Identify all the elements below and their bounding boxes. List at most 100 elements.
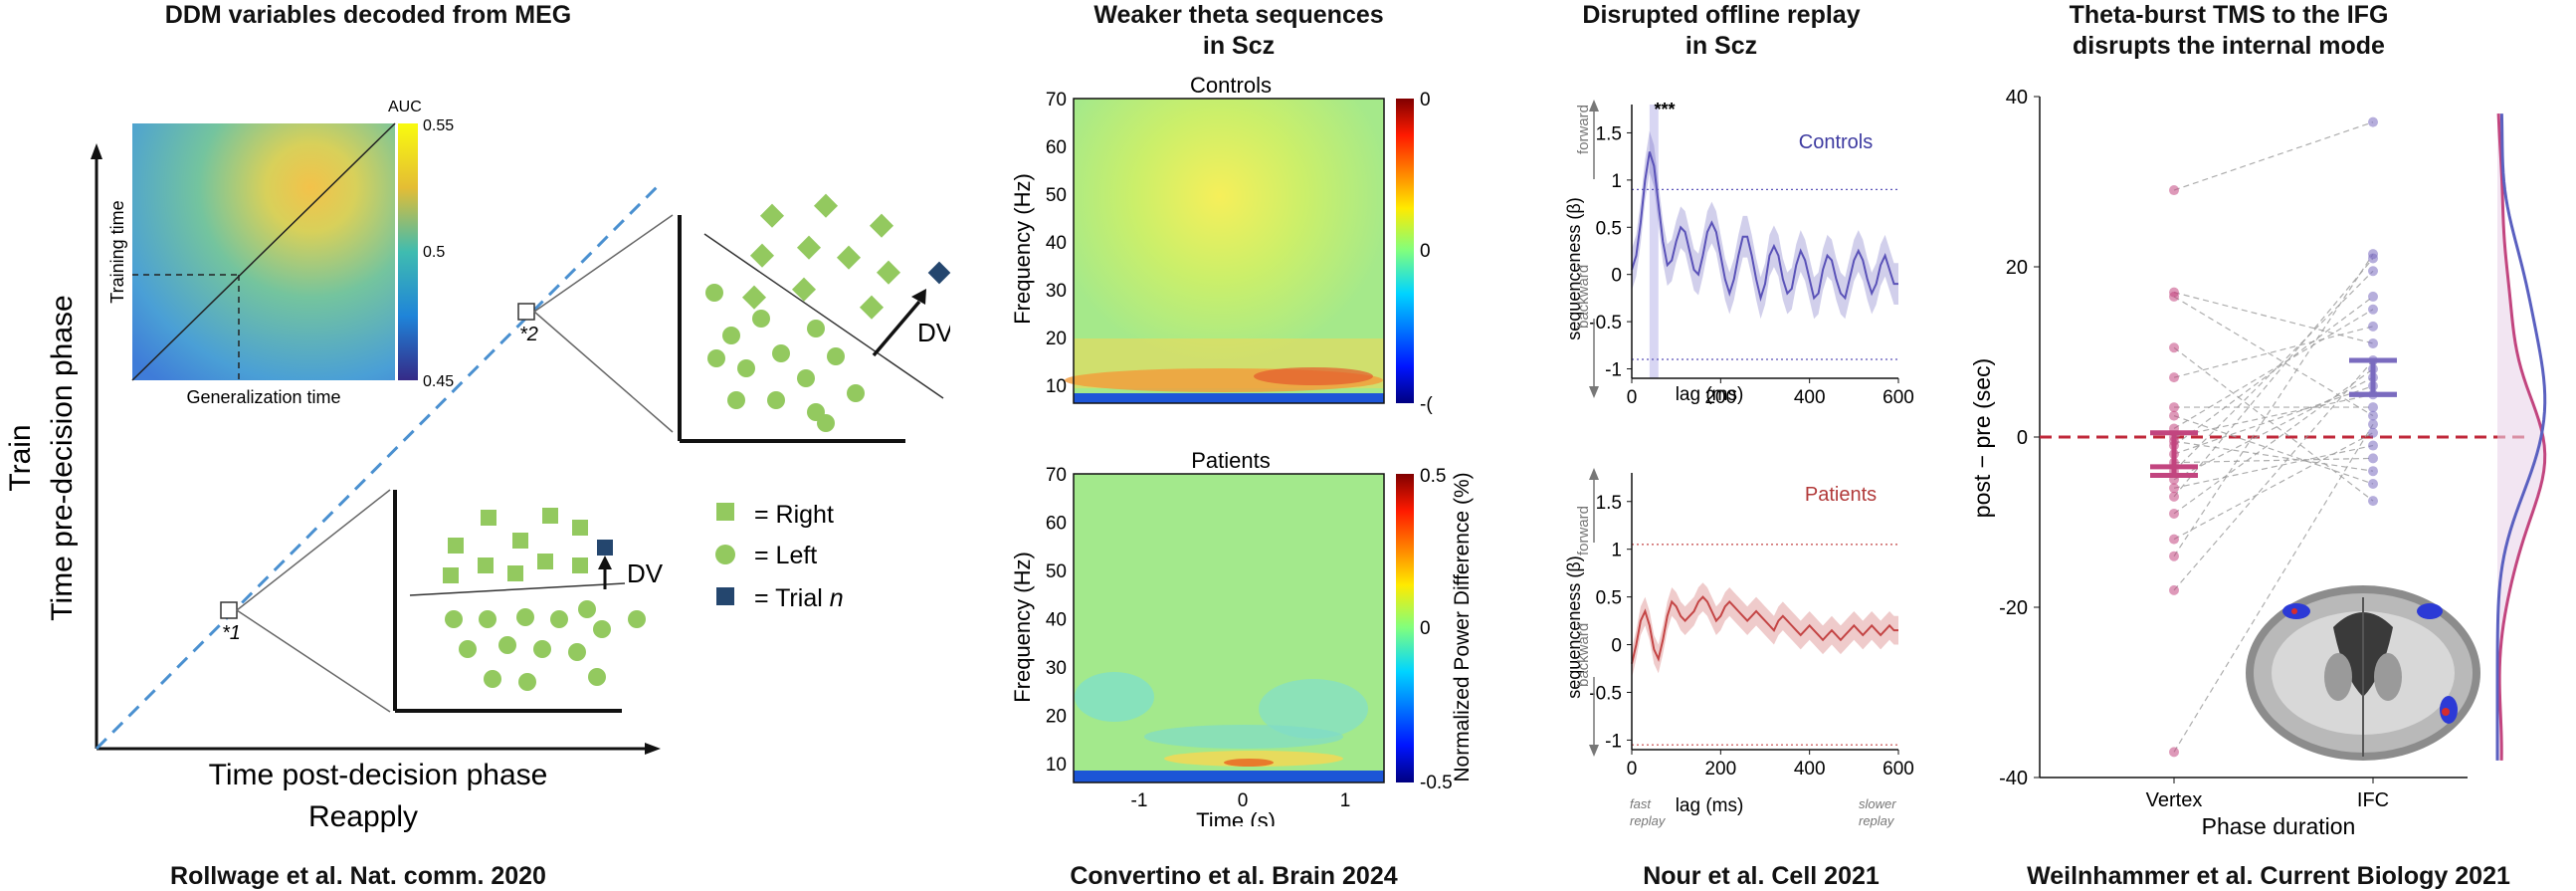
tf-controls-yticks: 70 60 50 40 30 20 10 <box>1046 90 1067 397</box>
tf-patients-ylabel: Frequency (Hz) <box>1010 552 1035 703</box>
ytick-label: 1 <box>1611 541 1622 561</box>
xtick-label: 0 <box>1238 790 1249 811</box>
pair-line <box>2173 346 2374 502</box>
tf-xlabel: Time (s) <box>1196 808 1276 826</box>
marker-box-1 <box>220 601 238 619</box>
pair-line <box>2173 359 2374 591</box>
data-point <box>2368 427 2378 438</box>
pair-line <box>2173 258 2374 498</box>
significance-shade <box>1649 105 1659 378</box>
data-point <box>2368 116 2378 127</box>
legend-circle-icon <box>715 545 735 564</box>
density-vertex <box>2496 113 2547 761</box>
forward-label: forward <box>1575 506 1592 556</box>
forward-label: forward <box>1575 105 1592 154</box>
xtick-label: 200 <box>1704 759 1736 780</box>
auc-tick: 0.45 <box>423 373 454 390</box>
brain-mri-image <box>2246 585 2480 761</box>
xtick-label: 0 <box>1627 759 1638 780</box>
dv-label: DV <box>917 318 954 347</box>
data-point <box>2169 410 2179 421</box>
axis-x-main: Time post-decision phase <box>209 759 548 791</box>
ytick-label: 60 <box>1046 137 1067 158</box>
auc-tick: 0.55 <box>423 117 454 134</box>
data-point <box>2368 496 2378 507</box>
tms-ylabel: post − pre (sec) <box>1969 358 1995 518</box>
series-line <box>1631 151 1898 303</box>
data-point <box>2368 466 2378 477</box>
xtick-label: Vertex <box>2146 789 2203 811</box>
data-point <box>2169 185 2179 196</box>
ytick-label: 40 <box>2006 87 2028 109</box>
replay-figure: 1.510.50-0.5-10 200 400 600 1.510.50-0.5-10… <box>1564 100 1914 828</box>
ytick-label: -40 <box>1999 768 2028 789</box>
cbar-tick: 0 <box>1420 618 1431 639</box>
data-point <box>2368 253 2378 264</box>
pair-line <box>2173 440 2374 472</box>
data-point <box>2169 372 2179 383</box>
pair-line <box>2173 292 2374 344</box>
cbar-tick: -0.5 <box>1420 773 1453 793</box>
pair-line <box>2173 415 2374 485</box>
ytick-label: 0.5 <box>1596 218 1622 239</box>
density-fill <box>2497 113 2545 761</box>
xtick-label: 600 <box>1882 387 1914 408</box>
citation-convertino: Convertino et al. Brain 2024 <box>1070 862 1398 890</box>
ci-band <box>1632 130 1898 320</box>
data-point <box>2368 321 2378 332</box>
cbar-tick: 0 <box>1420 90 1431 111</box>
pair-line <box>2173 423 2374 753</box>
pair-line <box>2173 121 2374 191</box>
heatmap-ylabel: Training time <box>107 200 127 303</box>
cbar-tick: 0.5 <box>1420 466 1446 487</box>
legend-controls: Controls <box>1799 131 1873 153</box>
xtick-label: 400 <box>1794 387 1826 408</box>
pair-line <box>2173 368 2374 515</box>
legend-right: = Right <box>754 501 834 529</box>
ylabel-bot: sequenceness (β) <box>1564 556 1584 698</box>
pair-line <box>2173 326 2374 378</box>
xtick-label: -1 <box>1131 790 1148 811</box>
pair-line <box>2173 376 2374 481</box>
data-point <box>2169 551 2179 561</box>
data-point <box>2368 402 2378 413</box>
ytick-label: 1.5 <box>1596 493 1622 514</box>
tms-xlabel: Phase duration <box>2202 813 2356 839</box>
legend-square-icon <box>716 503 734 521</box>
axis-y-sub: Time pre-decision phase <box>46 295 79 620</box>
data-point <box>2368 440 2378 451</box>
ytick-label: 70 <box>1046 465 1067 486</box>
panel-title-replay: Disrupted offline replay in Scz <box>1582 1 1861 60</box>
ytick-label: -0.5 <box>1589 683 1622 704</box>
ytick-label: 30 <box>1046 658 1067 679</box>
ytick-label: 70 <box>1046 90 1067 111</box>
auc-title: AUC <box>388 99 422 115</box>
slow-replay-label: slower replay <box>1859 796 1896 828</box>
ytick-label: 0 <box>1611 636 1622 657</box>
axis-x-sub: Reapply <box>308 800 418 833</box>
ytick-label: -1 <box>1605 731 1622 752</box>
xtick-label: IFC <box>2357 789 2389 811</box>
citation-nour: Nour et al. Cell 2021 <box>1643 862 1880 890</box>
data-point <box>2368 291 2378 302</box>
tf-cbar-label: Normalized Power Difference (%) <box>1451 472 1474 781</box>
data-point <box>2368 410 2378 421</box>
pair-line <box>2173 393 2374 438</box>
tms-scatter-plot: 40 20 0 -20 -40 Vertex IFC <box>1999 87 2547 811</box>
density-ifc <box>2495 113 2547 761</box>
tms-figure: 40 20 0 -20 -40 Vertex IFC post − pre (sec) Ph… <box>1969 87 2547 839</box>
xtick-label: 200 <box>1704 387 1736 408</box>
cbar-tick: 0 <box>1420 241 1431 262</box>
pair-line <box>2173 296 2374 417</box>
pair-line <box>2173 309 2374 429</box>
dv-label: DV <box>627 558 664 588</box>
ytick-label: 20 <box>2006 257 2028 279</box>
pair-line <box>2173 432 2374 541</box>
ytick-label: 1 <box>1611 171 1622 192</box>
ytick-label: 1.5 <box>1596 123 1622 144</box>
ytick-label: 40 <box>1046 610 1067 631</box>
backward-label: backward <box>1575 265 1592 329</box>
data-point <box>2368 337 2378 348</box>
ytick-label: -20 <box>1999 597 2028 619</box>
